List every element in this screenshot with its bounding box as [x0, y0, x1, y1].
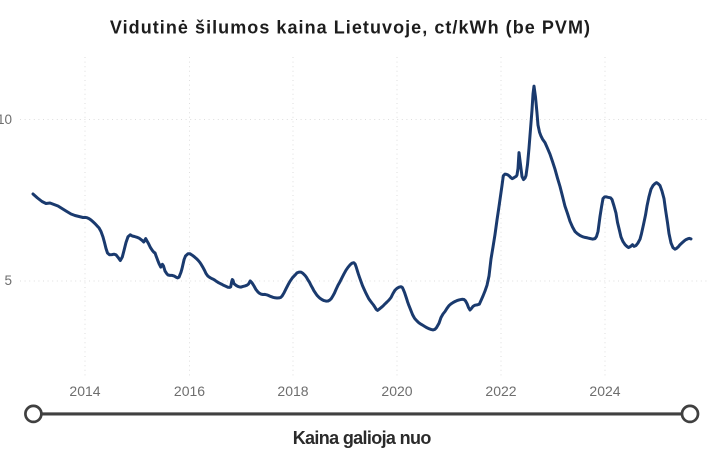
svg-text:2016: 2016 [174, 383, 205, 399]
svg-text:2022: 2022 [485, 383, 516, 399]
svg-text:2014: 2014 [69, 383, 100, 399]
svg-text:2024: 2024 [589, 383, 620, 399]
svg-text:Kaina galioja nuo: Kaina galioja nuo [293, 428, 432, 448]
svg-text:2020: 2020 [381, 383, 412, 399]
svg-text:5: 5 [4, 273, 12, 288]
svg-text:2018: 2018 [277, 383, 308, 399]
svg-text:Vidutinė šilumos kaina Lietuvo: Vidutinė šilumos kaina Lietuvoje, ct/kWh… [110, 17, 591, 37]
svg-text:10: 10 [0, 112, 12, 127]
